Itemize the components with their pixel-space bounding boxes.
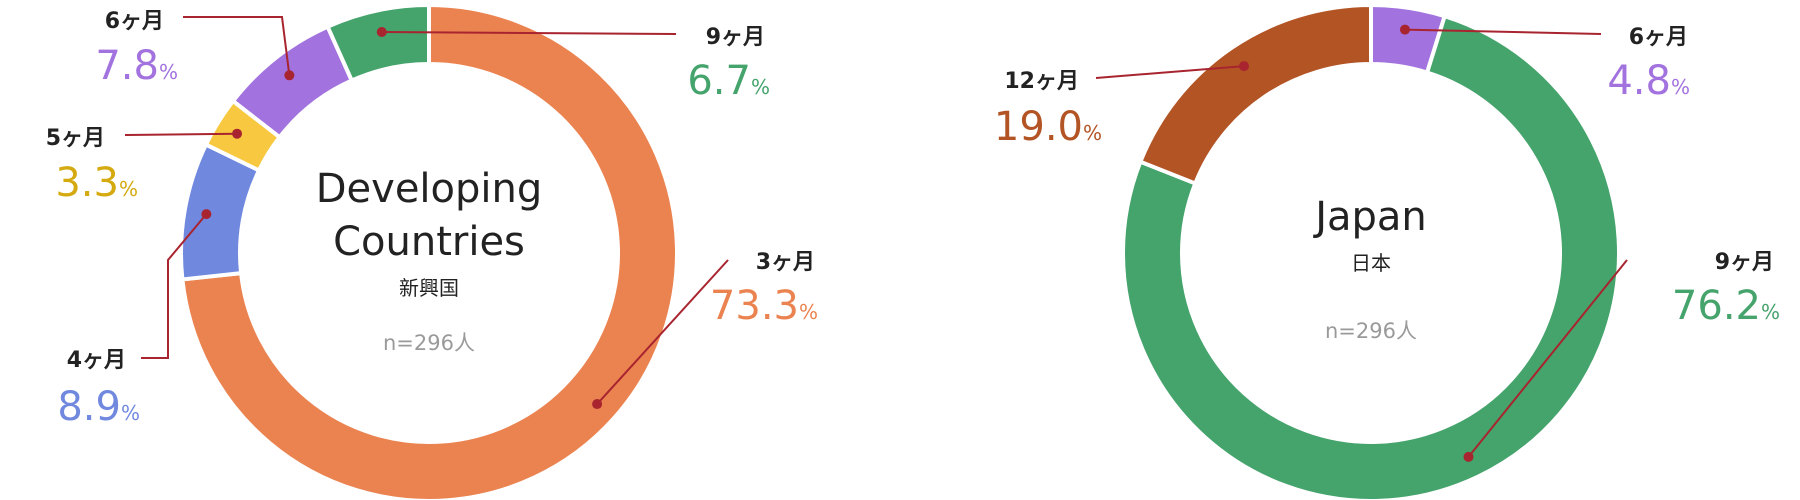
slice-label: 6ヶ月 [1629,25,1688,50]
slice-label: 9ヶ月 [1715,250,1774,275]
chart-title-1: Developing [316,166,543,212]
chart-subtitle: 新興国 [399,276,459,300]
slice-label: 3ヶ月 [756,250,815,275]
label-group-9-months: 9ヶ月 6.7% [376,25,770,104]
slice-3-months [180,3,679,500]
japan-donut-chart: Japan 日本 n=296人 6ヶ月 4.8% 9ヶ月 76.2% 12ヶ月 19.0% [994,3,1780,500]
slice-value: 4.8% [1607,58,1690,104]
chart-sample-size: n=296人 [1325,319,1417,343]
leader-line [1095,65,1245,79]
chart-caption: Developing Countries 新興国 n=296人 [316,166,543,355]
label-group-9-months: 9ヶ月 76.2% [1463,250,1780,462]
slice-9-months [1121,14,1621,500]
slice-value: 8.9% [57,384,140,430]
slice-label: 9ヶ月 [706,25,765,50]
leader-dot [1399,24,1410,35]
leader-line [1467,259,1628,458]
leader-dot [232,128,243,139]
slice-label: 5ヶ月 [46,126,105,151]
leader-line [141,213,208,359]
label-group-4-months: 4ヶ月 8.9% [57,209,212,430]
leader-line [183,16,291,76]
leader-dot [376,26,387,37]
slice-value: 7.8% [95,43,178,89]
leader-line [124,132,238,136]
chart-title-2: Countries [333,219,525,265]
slice-value: 19.0% [994,104,1102,150]
label-group-6-months: 6ヶ月 4.8% [1399,24,1690,104]
chart-title: Japan [1312,194,1427,240]
slice-label: 6ヶ月 [105,9,164,34]
chart-caption: Japan 日本 n=296人 [1312,194,1427,343]
leader-line [1404,28,1602,35]
slice-12-months [1138,3,1373,186]
leader-dot [1238,61,1249,72]
slice-value: 73.3% [710,283,818,329]
developing-countries-donut-chart: Developing Countries 新興国 n=296人 3ヶ月 73.3% 4ヶ月 8… [46,3,818,500]
leader-dot [1463,451,1474,462]
leader-dot [284,70,295,81]
label-group-12-months: 12ヶ月 19.0% [994,61,1249,150]
leader-line [596,259,729,405]
slice-value: 6.7% [687,58,770,104]
leader-dot [592,399,603,410]
slice-value: 3.3% [55,160,138,206]
label-group-5-months: 5ヶ月 3.3% [46,126,243,206]
leader-dot [201,209,212,220]
slice-9-months [325,3,431,83]
leader-line [381,30,677,35]
chart-sample-size: n=296人 [383,331,475,355]
label-group-3-months: 3ヶ月 73.3% [592,250,818,410]
slice-label: 4ヶ月 [67,348,126,373]
slice-value: 76.2% [1672,283,1780,329]
slice-label: 12ヶ月 [1004,69,1079,94]
label-group-6-months: 6ヶ月 7.8% [95,9,295,89]
chart-subtitle: 日本 [1351,251,1391,275]
